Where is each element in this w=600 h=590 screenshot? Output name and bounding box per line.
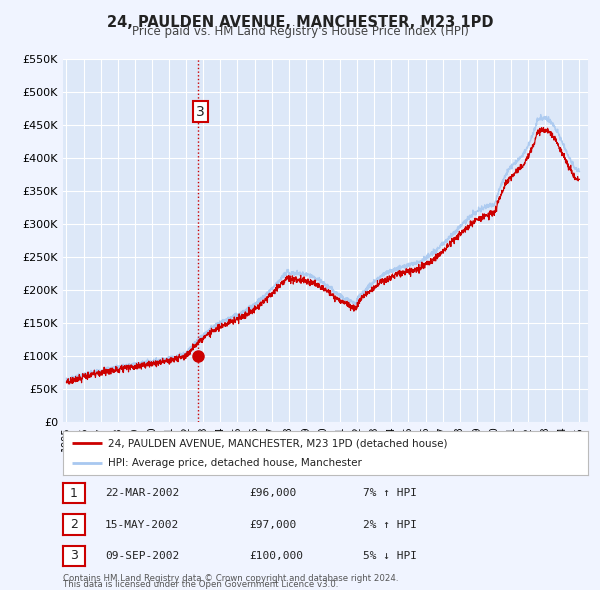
Text: 22-MAR-2002: 22-MAR-2002 — [105, 489, 179, 498]
Text: HPI: Average price, detached house, Manchester: HPI: Average price, detached house, Manc… — [107, 458, 361, 467]
Text: Price paid vs. HM Land Registry's House Price Index (HPI): Price paid vs. HM Land Registry's House … — [131, 25, 469, 38]
Text: £97,000: £97,000 — [249, 520, 296, 529]
Text: 24, PAULDEN AVENUE, MANCHESTER, M23 1PD (detached house): 24, PAULDEN AVENUE, MANCHESTER, M23 1PD … — [107, 438, 447, 448]
Text: 1: 1 — [70, 487, 78, 500]
Text: 7% ↑ HPI: 7% ↑ HPI — [363, 489, 417, 498]
Text: 5% ↓ HPI: 5% ↓ HPI — [363, 551, 417, 560]
Text: 3: 3 — [70, 549, 78, 562]
Text: 15-MAY-2002: 15-MAY-2002 — [105, 520, 179, 529]
Text: £96,000: £96,000 — [249, 489, 296, 498]
Text: Contains HM Land Registry data © Crown copyright and database right 2024.: Contains HM Land Registry data © Crown c… — [63, 574, 398, 583]
Text: This data is licensed under the Open Government Licence v3.0.: This data is licensed under the Open Gov… — [63, 581, 338, 589]
Text: £100,000: £100,000 — [249, 551, 303, 560]
Text: 09-SEP-2002: 09-SEP-2002 — [105, 551, 179, 560]
Text: 2% ↑ HPI: 2% ↑ HPI — [363, 520, 417, 529]
Text: 3: 3 — [196, 105, 205, 119]
Text: 24, PAULDEN AVENUE, MANCHESTER, M23 1PD: 24, PAULDEN AVENUE, MANCHESTER, M23 1PD — [107, 15, 493, 30]
Text: 2: 2 — [70, 518, 78, 531]
